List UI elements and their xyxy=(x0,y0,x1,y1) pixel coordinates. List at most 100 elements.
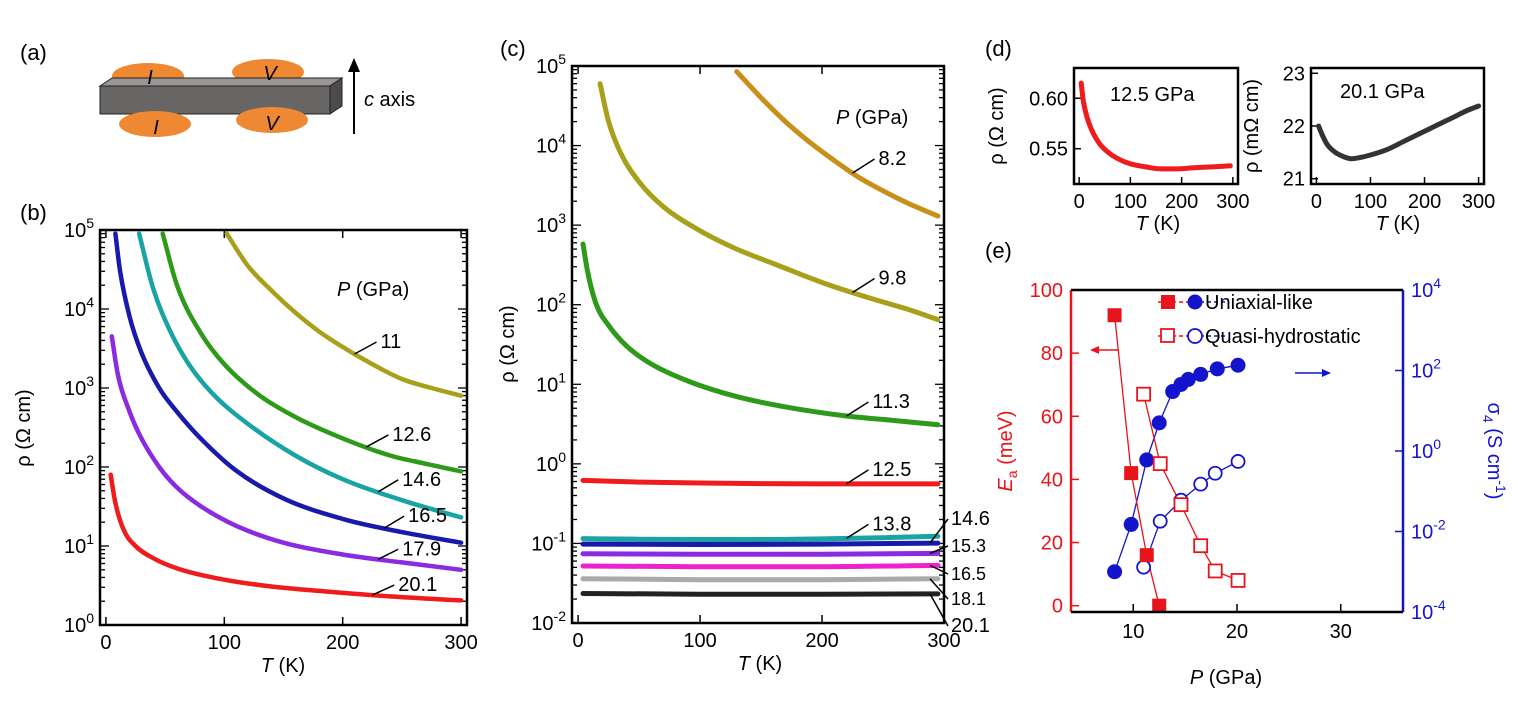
panel-e-x-axis-label: P (GPa) xyxy=(1190,667,1262,689)
panel-c-y-tick-label: 100 xyxy=(536,449,566,476)
panel-a-label: (a) xyxy=(20,40,47,65)
panel-b-plot: 0 100 200 300 100 101 102 103 104 105 xyxy=(64,215,478,654)
panel-c-leader-7 xyxy=(929,564,949,575)
panel-d2-x-tick-label: 200 xyxy=(1408,191,1441,213)
panel-b-y-tick-label: 104 xyxy=(64,294,94,321)
panel-c-leader-5 xyxy=(929,518,949,544)
panel-c-series-label-5: 14.6 xyxy=(951,508,990,530)
contact-bottom-left xyxy=(119,111,191,137)
panel-b-y-tick-label: 102 xyxy=(64,452,94,479)
panel-c-y-tick-label: 10-2 xyxy=(531,608,566,635)
panel-c-series-label-0: 8.2 xyxy=(879,148,907,170)
panel-c-leaders: 8.2 9.8 11.3 12.5 13.8 14.6 15.3 16.5 18.1 20.1 xyxy=(846,148,990,637)
panel-e-point-ea-uniaxial xyxy=(1107,308,1122,323)
panel-c-y-tick-label: 101 xyxy=(536,369,566,396)
panel-b-x-tick-label: 200 xyxy=(326,632,359,654)
contact-bottom-right xyxy=(236,107,308,133)
panel-b-leader-4 xyxy=(377,548,399,560)
panel-b-series-4 xyxy=(109,334,464,573)
panel-e-point-sigma-quasi xyxy=(1152,513,1168,529)
bar-top-face xyxy=(98,77,344,87)
contact-label-i-top: I xyxy=(147,67,153,89)
panel-c-series-7 xyxy=(580,562,941,570)
right-axis-arrow-head xyxy=(1322,369,1331,377)
panel-b-leader-2 xyxy=(377,479,399,493)
panel-c-leader-3 xyxy=(846,469,869,485)
panel-d1-frame xyxy=(1072,66,1240,186)
panel-e-right-y-tick-label: 104 xyxy=(1411,275,1441,302)
panel-d1-y-tick-label: 0.60 xyxy=(1029,88,1068,110)
panel-e-point-ea-quasi xyxy=(1230,573,1246,588)
panel-e-right-y-tick-label: 100 xyxy=(1411,436,1441,463)
panel-d1-annotation: 12.5 GPa xyxy=(1110,84,1195,106)
panel-e-point-sigma-uniaxial xyxy=(1107,564,1123,580)
panel-e-point-ea-quasi xyxy=(1173,497,1189,513)
panel-d1-x-tick-label: 200 xyxy=(1165,191,1198,213)
panel-e-left-y-tick-label: 100 xyxy=(1030,280,1063,302)
panel-e-plot: 10 20 30 0 20 40 60 80 100 10-4 10-2 100 102 104 xyxy=(1030,275,1446,643)
panel-e-left-y-tick-label: 60 xyxy=(1041,406,1063,428)
panel-c-leader-6 xyxy=(929,545,949,555)
panel-c-series-2 xyxy=(580,241,941,428)
panel-e-point-ea-quasi xyxy=(1152,456,1168,472)
panel-e-left-y-tick-label: 0 xyxy=(1052,596,1063,618)
panel-c-x-tick-label: 100 xyxy=(683,630,716,652)
panel-c-x-axis-label: T (K) xyxy=(738,653,782,675)
panel-c-series-9 xyxy=(580,591,941,597)
panel-d-label: (d) xyxy=(985,36,1012,61)
panel-b-y-tick-label: 105 xyxy=(64,215,94,242)
panel-c-leader-1 xyxy=(852,277,875,294)
panel-d1-x-tick-label: 0 xyxy=(1074,191,1085,213)
contact-label-v-top: V xyxy=(263,63,278,85)
panel-c-series-0 xyxy=(734,69,941,219)
panel-b-series-label-1: 12.6 xyxy=(392,424,431,446)
panel-e-point-sigma-quasi xyxy=(1207,465,1223,481)
panel-b-series-label-5: 20.1 xyxy=(398,574,437,596)
panel-e-line-ea-uniaxial xyxy=(1113,315,1160,606)
panel-e-right-y-tick-label: 10-2 xyxy=(1411,517,1446,544)
panel-c-series-6 xyxy=(580,550,941,557)
panel-d1-y-axis-label: ρ (Ω cm) xyxy=(986,87,1008,164)
panel-c-leader-8 xyxy=(929,578,949,600)
bar-side-face xyxy=(329,77,343,115)
panel-d1-plot: 0 100 200 300 0.55 0.60 xyxy=(1029,80,1250,213)
bar-front-face xyxy=(99,85,331,115)
panel-c-series-5 xyxy=(580,540,941,548)
panel-e-left-y-tick-label: 40 xyxy=(1041,469,1063,491)
panel-b-series-1 xyxy=(160,231,464,474)
panel-b-y-tick-label: 103 xyxy=(64,373,94,400)
panel-b-y-tick-label: 101 xyxy=(64,531,94,558)
panel-b-leader-0 xyxy=(354,341,377,355)
panel-e-x-tick-label: 30 xyxy=(1330,621,1352,643)
panel-b-leader-3 xyxy=(383,515,405,529)
panel-e-label: (e) xyxy=(985,238,1012,263)
panel-e-point-ea-quasi xyxy=(1207,563,1223,579)
panel-e-point-sigma-uniaxial xyxy=(1151,415,1167,431)
panel-e: (e) 10 20 3002040608010010-410-2100102104 … xyxy=(985,238,1509,689)
panel-c-x-tick-label: 200 xyxy=(805,630,838,652)
panel-e-point-ea-uniaxial xyxy=(1139,548,1154,563)
panel-e-right-y-axis-label: σ4 (S cm-1) xyxy=(1480,402,1509,499)
panel-d2-x-tick-label: 300 xyxy=(1462,191,1495,213)
panel-b-leaders: 11 12.6 14.6 16.5 17.9 20.1 xyxy=(354,331,447,596)
panel-e-x-tick-label: 20 xyxy=(1226,621,1248,643)
panel-c-x-tick-label: 300 xyxy=(927,630,960,652)
panel-e-point-ea-uniaxial xyxy=(1152,598,1167,613)
panel-b-y-tick-label: 100 xyxy=(64,610,94,637)
panel-c-leader-0 xyxy=(852,158,875,174)
panel-d1-y-tick-label: 0.55 xyxy=(1029,139,1068,161)
panel-d1-series-0 xyxy=(1078,80,1233,172)
panel-c-y-axis-label: ρ (Ω cm) xyxy=(497,305,519,382)
panel-c-series-4 xyxy=(580,533,941,542)
legend-marker-filled-square xyxy=(1161,295,1175,309)
panel-c-plot: 0 100 200 300 10-2 10-1 100 101 102 103 104 105 xyxy=(531,51,960,652)
legend-label-quasi: Quasi-hydrostatic xyxy=(1205,326,1361,348)
panel-c-y-tick-label: 102 xyxy=(536,290,566,317)
legend-label-uniaxial: Uniaxial-like xyxy=(1205,292,1313,314)
panel-e-point-ea-quasi xyxy=(1193,538,1209,554)
panel-c-y-tick-label: 10-1 xyxy=(531,528,566,555)
panel-c: (c) 0 100 200 300 10-2 10-1 100 101 102 103 104 105… xyxy=(497,36,990,675)
panel-c-series-1 xyxy=(597,81,941,323)
panel-c-y-tick-label: 104 xyxy=(536,131,566,158)
